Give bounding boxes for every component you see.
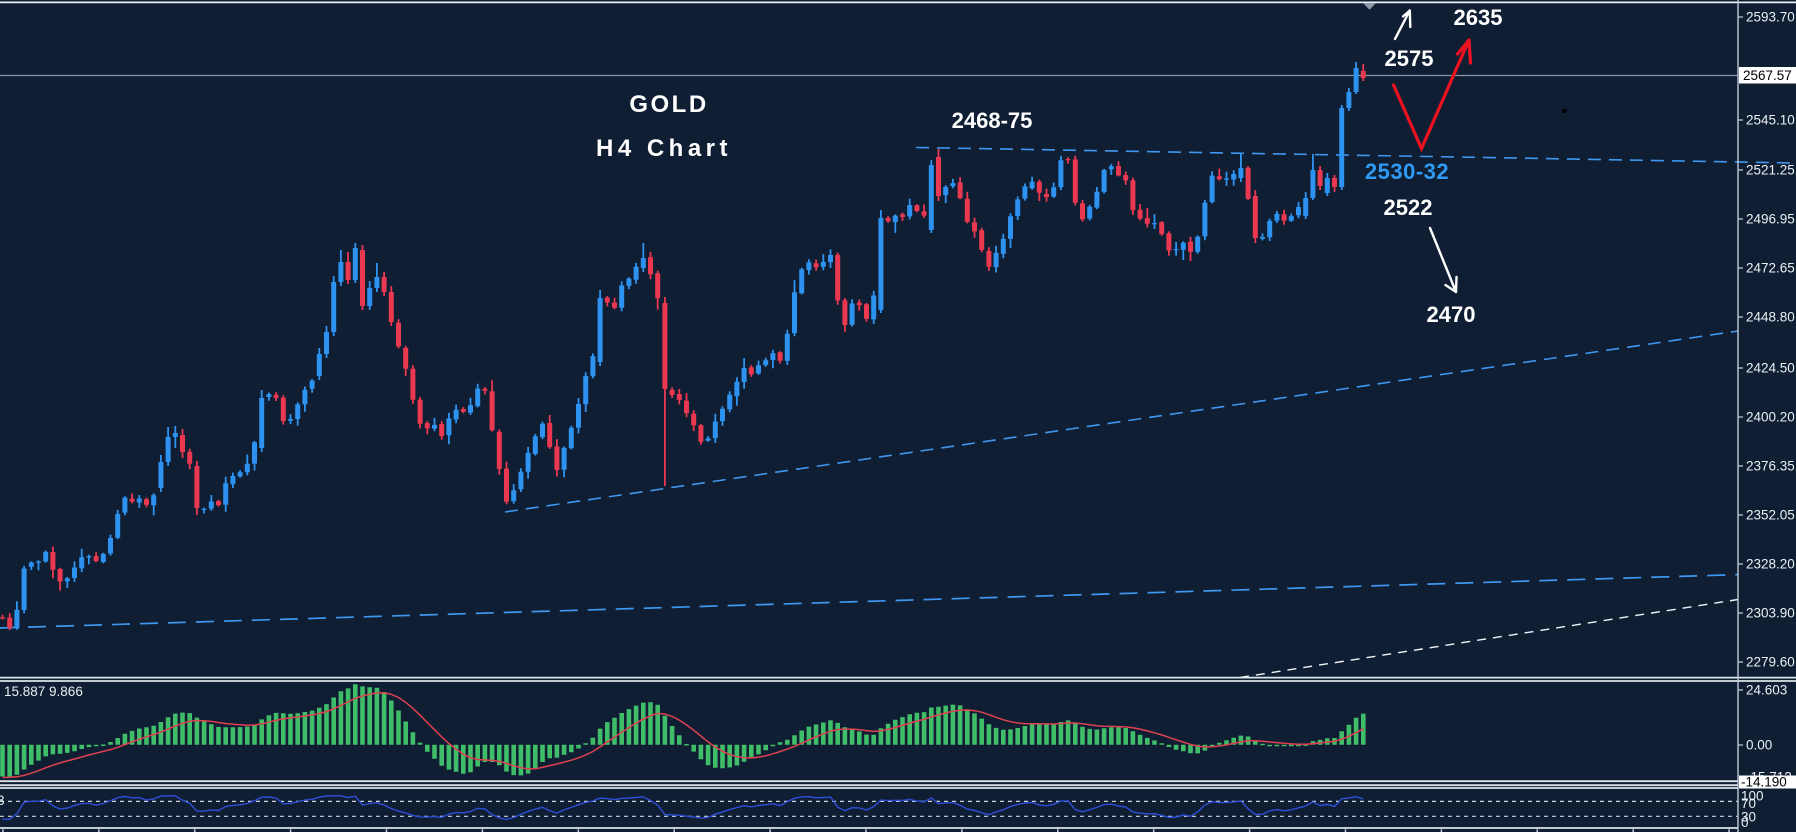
svg-text:2567.57: 2567.57 bbox=[1743, 68, 1792, 83]
svg-text:2376.35: 2376.35 bbox=[1746, 459, 1795, 474]
svg-text:0: 0 bbox=[1741, 815, 1749, 830]
svg-text:2593.70: 2593.70 bbox=[1746, 10, 1795, 25]
svg-text:2545.10: 2545.10 bbox=[1746, 113, 1795, 128]
svg-text:2352.05: 2352.05 bbox=[1746, 508, 1795, 523]
svg-text:2522: 2522 bbox=[1384, 195, 1433, 220]
svg-text:2279.60: 2279.60 bbox=[1746, 655, 1795, 670]
svg-text:GOLD: GOLD bbox=[629, 91, 708, 118]
svg-text:0.00: 0.00 bbox=[1746, 738, 1772, 753]
svg-text:-14.190: -14.190 bbox=[1741, 775, 1787, 790]
svg-text:30: 30 bbox=[1741, 810, 1756, 825]
svg-text:2448.80: 2448.80 bbox=[1746, 310, 1795, 325]
svg-text:2328.20: 2328.20 bbox=[1746, 557, 1795, 572]
svg-text:2575: 2575 bbox=[1385, 46, 1434, 71]
svg-text:2468-75: 2468-75 bbox=[952, 108, 1033, 133]
svg-text:2424.50: 2424.50 bbox=[1746, 361, 1795, 376]
svg-text:3: 3 bbox=[0, 793, 5, 808]
svg-text:2472.65: 2472.65 bbox=[1746, 261, 1795, 276]
svg-text:24.603: 24.603 bbox=[1746, 683, 1787, 698]
svg-text:2521.25: 2521.25 bbox=[1746, 163, 1795, 178]
svg-text:15.887 9.866: 15.887 9.866 bbox=[4, 684, 83, 699]
svg-text:100: 100 bbox=[1741, 789, 1764, 804]
svg-text:2530-32: 2530-32 bbox=[1365, 159, 1449, 184]
svg-text:70: 70 bbox=[1741, 796, 1756, 811]
svg-text:2470: 2470 bbox=[1427, 302, 1476, 327]
svg-text:2635: 2635 bbox=[1454, 5, 1503, 30]
svg-text:2303.90: 2303.90 bbox=[1746, 606, 1795, 621]
svg-text:H4 Chart: H4 Chart bbox=[596, 135, 732, 162]
svg-text:2496.95: 2496.95 bbox=[1746, 212, 1795, 227]
svg-text:2400.20: 2400.20 bbox=[1746, 410, 1795, 425]
